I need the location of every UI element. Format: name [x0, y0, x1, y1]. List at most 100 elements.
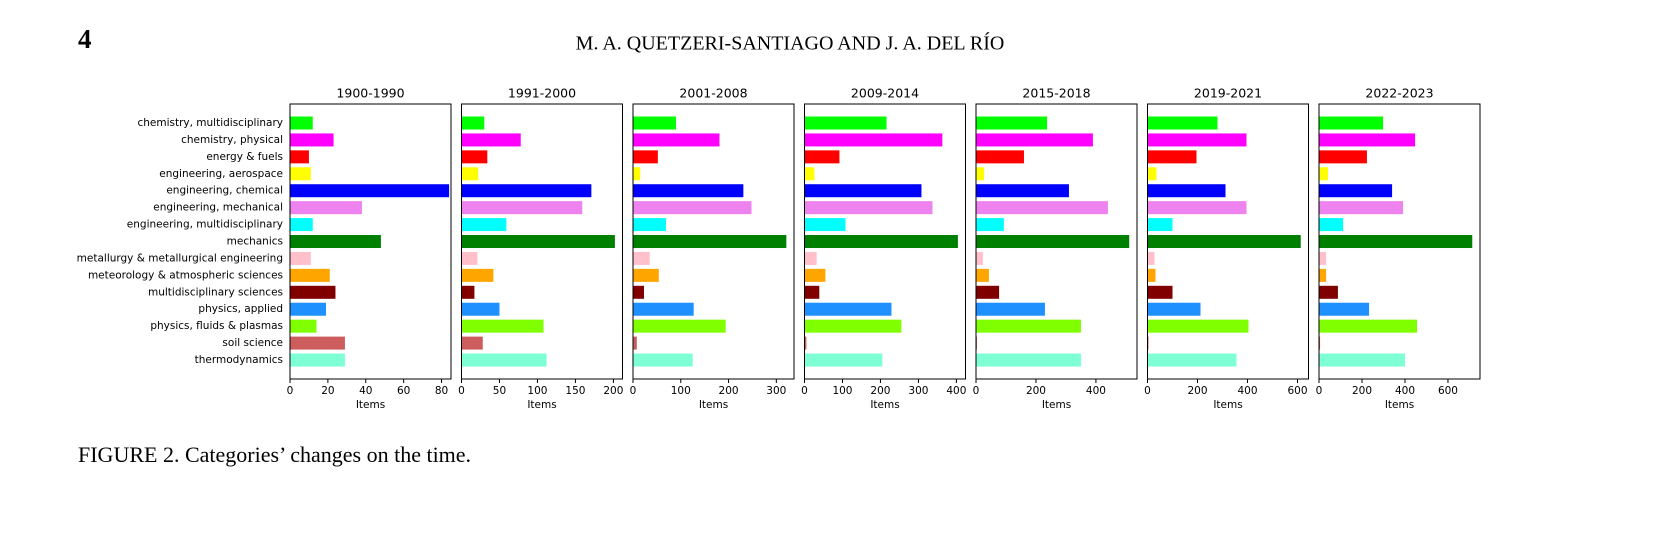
bar: [290, 353, 345, 367]
panel-frame: [632, 103, 795, 380]
y-tick-label: meteorology & atmospheric sciences: [88, 269, 283, 281]
bar: [1147, 251, 1155, 265]
bar: [1147, 235, 1301, 249]
bar: [461, 302, 500, 316]
bar: [290, 302, 326, 316]
x-tick-label: 200: [1352, 385, 1372, 397]
panel-title: 2001-2008: [679, 86, 747, 101]
bar: [461, 251, 478, 265]
bar: [461, 150, 488, 164]
x-tick-label: 600: [1287, 385, 1307, 397]
x-axis-label: Items: [870, 399, 899, 411]
bar: [461, 268, 494, 282]
bar: [290, 268, 330, 282]
bar: [1319, 133, 1416, 147]
x-tick-label: 400: [946, 385, 966, 397]
bar: [290, 201, 362, 215]
x-tick-label: 200: [870, 385, 890, 397]
y-tick-label: mechanics: [227, 236, 283, 248]
x-tick-label: 400: [1237, 385, 1257, 397]
panel-title: 2019-2021: [1194, 86, 1262, 101]
x-tick-label: 100: [832, 385, 852, 397]
bar: [633, 319, 726, 333]
bar: [804, 167, 815, 181]
x-tick-label: 50: [493, 385, 506, 397]
bar: [633, 167, 641, 181]
bar: [633, 235, 787, 249]
panel-title: 2022-2023: [1365, 86, 1433, 101]
bar: [976, 302, 1045, 316]
bar: [976, 116, 1048, 130]
bar: [1319, 336, 1321, 350]
bar: [976, 184, 1069, 198]
x-tick-label: 100: [527, 385, 547, 397]
bar: [804, 218, 846, 232]
y-tick-label: physics, fluids & plasmas: [150, 320, 283, 332]
y-tick-label: physics, applied: [198, 303, 283, 315]
bar: [1147, 285, 1173, 299]
bar: [1319, 251, 1327, 265]
bar: [290, 285, 336, 299]
y-tick-label: energy & fuels: [206, 151, 283, 163]
y-tick-label: chemistry, physical: [181, 134, 283, 146]
bar: [461, 167, 479, 181]
bar: [976, 218, 1004, 232]
bar: [1147, 150, 1197, 164]
bar: [633, 285, 644, 299]
x-tick-label: 0: [287, 385, 294, 397]
bar: [804, 184, 922, 198]
bar: [1147, 184, 1226, 198]
bar: [804, 268, 826, 282]
bar: [461, 218, 507, 232]
bar: [461, 319, 544, 333]
bar: [1147, 319, 1249, 333]
x-tick-label: 100: [671, 385, 691, 397]
bar: [461, 184, 592, 198]
bar: [976, 353, 1081, 367]
bar: [633, 336, 637, 350]
panel-frame: [1318, 103, 1481, 380]
bar: [290, 167, 311, 181]
bar: [290, 235, 381, 249]
figure-caption: FIGURE 2. Categories’ changes on the tim…: [78, 442, 471, 467]
x-tick-label: 300: [908, 385, 928, 397]
bar: [1319, 302, 1370, 316]
bar: [804, 116, 887, 130]
bar: [461, 133, 521, 147]
bar: [633, 251, 650, 265]
y-tick-label: metallurgy & metallurgical engineering: [77, 252, 283, 264]
bar: [633, 184, 744, 198]
x-tick-label: 0: [973, 385, 980, 397]
bar: [1319, 268, 1327, 282]
x-tick-label: 0: [801, 385, 808, 397]
bar: [804, 150, 840, 164]
bar: [804, 319, 902, 333]
panel-frame: [1147, 103, 1309, 380]
bar: [1319, 218, 1344, 232]
bar: [290, 251, 311, 265]
bar: [633, 133, 720, 147]
bar: [461, 235, 615, 249]
y-tick-label: chemistry, multidisciplinary: [137, 117, 283, 129]
bar: [633, 353, 693, 367]
x-tick-label: 20: [321, 385, 334, 397]
bar: [976, 150, 1024, 164]
bar: [1319, 201, 1404, 215]
x-tick-label: 200: [719, 385, 739, 397]
x-tick-label: 400: [1086, 385, 1106, 397]
bar: [976, 251, 983, 265]
bar: [804, 302, 892, 316]
bar: [804, 133, 943, 147]
bar: [1319, 150, 1367, 164]
bar: [1147, 133, 1247, 147]
panel-frame: [461, 103, 623, 380]
bar: [633, 268, 659, 282]
bar: [461, 336, 483, 350]
x-tick-label: 0: [1144, 385, 1151, 397]
bar: [290, 184, 450, 198]
bar: [1147, 116, 1218, 130]
panel-title: 1900-1990: [336, 86, 404, 101]
bar: [804, 285, 820, 299]
